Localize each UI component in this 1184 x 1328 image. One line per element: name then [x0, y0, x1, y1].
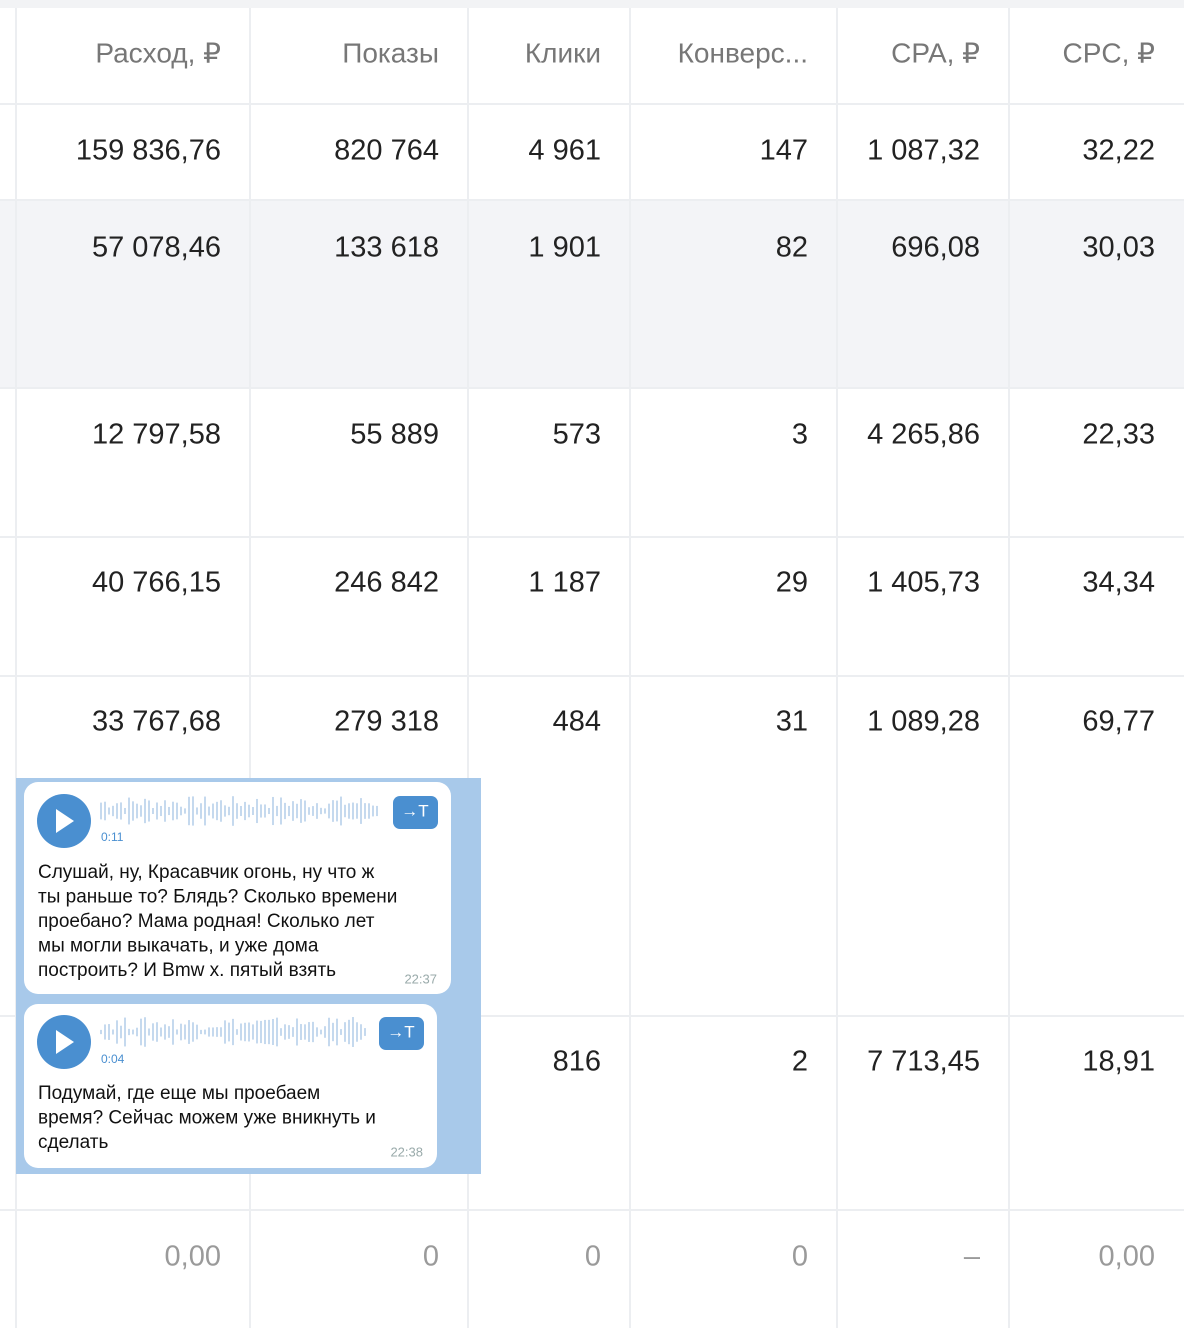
table-cell: 33 767,68 — [92, 706, 221, 738]
table-cell: 82 — [776, 232, 808, 264]
message-text: построить? И Bmw x. пятый взять — [38, 960, 336, 981]
play-icon — [56, 1030, 74, 1054]
table-cell: 0 — [585, 1241, 601, 1273]
table-cell: 0,00 — [1099, 1241, 1155, 1273]
table-cell: 18,91 — [1082, 1046, 1155, 1078]
table-cell: 0,00 — [165, 1241, 221, 1273]
table-cell: 4 961 — [528, 135, 601, 167]
table-cell: 159 836,76 — [76, 135, 221, 167]
table-cell: 133 618 — [334, 232, 439, 264]
message-text: мы могли выкачать, и уже дома — [38, 936, 319, 957]
table-cell: 1 901 — [528, 232, 601, 264]
table-cell: 4 265,86 — [867, 419, 980, 451]
transcribe-button — [393, 796, 438, 829]
voice-message — [24, 782, 451, 994]
table-cell: 40 766,15 — [92, 567, 221, 599]
table-cell: 7 713,45 — [867, 1046, 980, 1078]
message-time: 22:37 — [404, 971, 437, 986]
message-text: проебано? Мама родная! Сколько лет — [38, 911, 375, 932]
table-cell: 32,22 — [1082, 135, 1155, 167]
table-cell: 1 087,32 — [867, 135, 980, 167]
table-cell: 696,08 — [891, 232, 980, 264]
table-cell: 69,77 — [1082, 706, 1155, 738]
table-cell: 1 187 — [528, 567, 601, 599]
table-cell: 147 — [760, 135, 808, 167]
transcribe-button — [379, 1017, 424, 1050]
voice-message — [24, 1004, 437, 1168]
table-cell: 29 — [776, 567, 808, 599]
column-header: Расход, ₽ — [95, 37, 221, 68]
message-text: Подумай, где еще мы проебаем — [38, 1083, 320, 1104]
table-cell: 55 889 — [350, 419, 439, 451]
message-text: сделать — [38, 1132, 108, 1153]
table-cell: 30,03 — [1082, 232, 1155, 264]
play-icon — [56, 809, 74, 833]
column-header: Показы — [342, 37, 439, 68]
table-cell: 2 — [792, 1046, 808, 1078]
table-cell: 12 797,58 — [92, 419, 221, 451]
table-cell: 1 405,73 — [867, 567, 980, 599]
message-time: 22:38 — [390, 1144, 423, 1159]
column-header: Клики — [525, 37, 601, 68]
table-cell: 0 — [792, 1241, 808, 1273]
table-cell: 820 764 — [334, 135, 439, 167]
table-cell: – — [964, 1241, 981, 1273]
table-cell: 484 — [553, 706, 601, 738]
transcribe-label: →T — [401, 801, 428, 820]
table-cell: 0 — [423, 1241, 439, 1273]
message-text: время? Сейчас можем уже вникнуть и — [38, 1108, 376, 1129]
table-cell: 34,34 — [1082, 567, 1155, 599]
column-header: CPA, ₽ — [891, 37, 980, 68]
table-cell: 816 — [553, 1046, 601, 1078]
duration: 0:11 — [101, 830, 124, 844]
transcribe-label: →T — [387, 1022, 414, 1041]
table-cell: 3 — [792, 419, 808, 451]
table-cell: 1 089,28 — [867, 706, 980, 738]
table-cell: 31 — [776, 706, 808, 738]
top-strip — [0, 0, 1184, 8]
message-text: ты раньше то? Блядь? Сколько времени — [38, 887, 397, 908]
duration: 0:04 — [101, 1052, 125, 1066]
row-highlight — [0, 200, 1184, 388]
column-header: Конверс... — [678, 37, 808, 68]
column-header: CPC, ₽ — [1063, 37, 1156, 68]
table-cell: 279 318 — [334, 706, 439, 738]
table-cell: 246 842 — [334, 567, 439, 599]
table-cell: 22,33 — [1082, 419, 1155, 451]
table-cell: 57 078,46 — [92, 232, 221, 264]
message-text: Слушай, ну, Красавчик огонь, ну что ж — [38, 862, 375, 883]
table-cell: 573 — [553, 419, 601, 451]
